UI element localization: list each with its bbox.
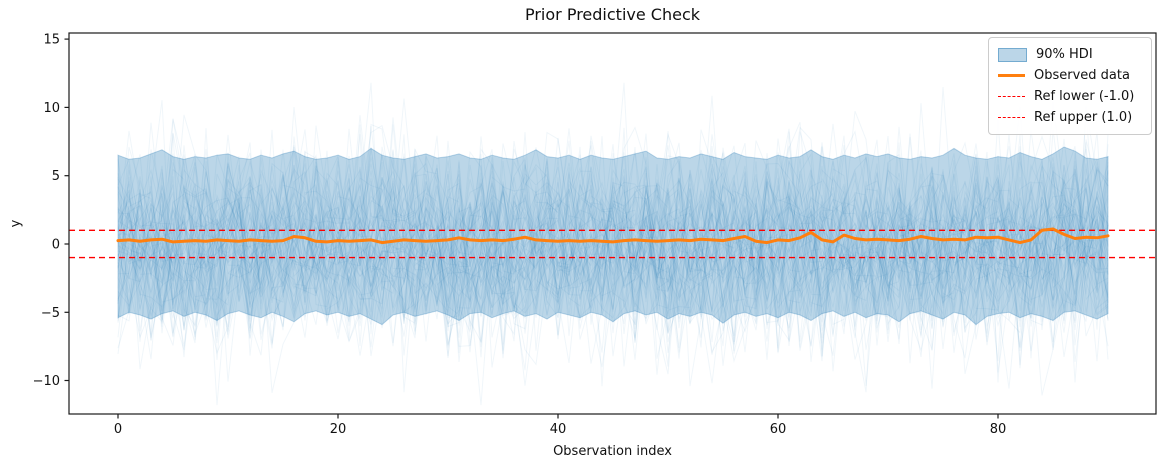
prior-draw-path <box>117 149 1109 375</box>
prior-draw-path <box>117 134 1109 372</box>
prior-draw-path <box>117 132 1109 348</box>
legend-item-observed: Observed data <box>989 65 1151 86</box>
prior-draw-path <box>117 100 1109 351</box>
prior-draw-path <box>117 134 1109 371</box>
prior-draw-path <box>117 131 1109 360</box>
prior-draw-path <box>117 103 1109 406</box>
prior-draw-path <box>117 156 1109 347</box>
prior-draw-path <box>117 106 1109 356</box>
prior-draw-path <box>117 132 1109 360</box>
prior-draw-path <box>117 153 1109 362</box>
prior-draw-path <box>117 127 1109 387</box>
prior-draw-path <box>117 152 1109 389</box>
prior-draw-path <box>117 82 1109 347</box>
y-tick-label: 10 <box>43 101 60 116</box>
prior-draw-path <box>117 140 1109 368</box>
y-axis-label: y <box>8 219 24 228</box>
prior-draw-path <box>117 164 1109 350</box>
prior-draw-path <box>117 167 1109 357</box>
axes-data-layer <box>69 82 1156 406</box>
legend-item-label: Ref upper (1.0) <box>1034 110 1133 125</box>
prior-draw-path <box>117 95 1109 406</box>
prior-draw-path <box>117 154 1109 362</box>
prior-draw-path <box>117 138 1109 354</box>
x-axis-label: Observation index <box>553 444 672 459</box>
prior-draw-path <box>117 160 1109 348</box>
prior-draw-path <box>117 140 1109 383</box>
y-tick-label: 5 <box>52 169 60 184</box>
prior-draw-path <box>117 154 1109 368</box>
prior-draw-path <box>117 135 1109 363</box>
legend: 90% HDI Observed data Ref lower (-1.0) R… <box>988 37 1152 135</box>
x-tick-label: 0 <box>114 422 122 437</box>
observed-line-swatch <box>998 74 1025 77</box>
ref-upper-swatch <box>998 117 1025 118</box>
x-tick-label: 20 <box>330 422 347 437</box>
legend-item-label: Observed data <box>1034 68 1130 83</box>
prior-draw-path <box>117 147 1109 338</box>
prior-draw-path <box>117 98 1109 351</box>
chart-title: Prior Predictive Check <box>524 5 700 24</box>
prior-draw-path <box>117 150 1109 369</box>
prior-draw-path <box>117 124 1109 349</box>
prior-draw-path <box>117 133 1109 358</box>
legend-item-label: Ref lower (-1.0) <box>1034 89 1135 104</box>
ref-lower-swatch <box>998 96 1025 97</box>
hdi-patch-swatch <box>998 47 1027 62</box>
prior-draw-path <box>117 106 1109 375</box>
observed-line <box>116 227 1110 245</box>
prior-draw-path <box>117 124 1109 348</box>
prior-draw-path <box>117 124 1109 334</box>
prior-draw-path <box>117 126 1109 359</box>
x-tick-label: 80 <box>990 422 1007 437</box>
prior-draw-path <box>117 122 1109 359</box>
prior-draw-path <box>117 133 1109 360</box>
legend-item-ref-upper: Ref upper (1.0) <box>989 107 1151 128</box>
prior-draw-path <box>117 153 1109 364</box>
prior-draw-path <box>117 130 1109 387</box>
prior-draw-path <box>117 129 1109 389</box>
legend-item-label: 90% HDI <box>1036 47 1093 62</box>
prior-draw-path <box>117 145 1109 356</box>
prior-draw-path <box>117 145 1109 344</box>
prior-draw-path <box>117 123 1109 356</box>
prior-draw-path <box>117 133 1109 357</box>
y-tick-label: 0 <box>52 238 60 253</box>
prior-draw-path <box>117 82 1109 354</box>
prior-draw-path <box>117 122 1109 362</box>
y-tick-label: −10 <box>33 374 60 389</box>
y-tick-label: −5 <box>41 306 60 321</box>
prior-draw-path <box>117 154 1109 370</box>
prior-draw-path <box>117 148 1109 336</box>
prior-draw-path <box>117 142 1109 354</box>
prior-draw-path <box>117 118 1109 326</box>
prior-draw-path <box>117 142 1109 363</box>
hdi-band <box>117 146 1109 326</box>
prior-draw-path <box>117 129 1109 366</box>
legend-item-ref-lower: Ref lower (-1.0) <box>989 86 1151 107</box>
prior-draw-path <box>117 126 1109 359</box>
prior-draw-path <box>117 115 1109 384</box>
x-tick-label: 40 <box>550 422 567 437</box>
prior-draw-path <box>117 138 1109 393</box>
prior-draw-path <box>117 142 1109 354</box>
axes-frame <box>68 32 1157 415</box>
prior-draw-path <box>117 131 1109 359</box>
prior-draw-path <box>117 136 1109 347</box>
y-tick-label: 15 <box>43 33 60 48</box>
x-tick-label: 60 <box>770 422 787 437</box>
prior-draw-path <box>117 106 1109 393</box>
prior-draw-path <box>117 131 1109 382</box>
legend-item-hdi: 90% HDI <box>989 44 1151 65</box>
prior-draw-path <box>117 130 1109 353</box>
prior-draw-path <box>117 159 1109 373</box>
